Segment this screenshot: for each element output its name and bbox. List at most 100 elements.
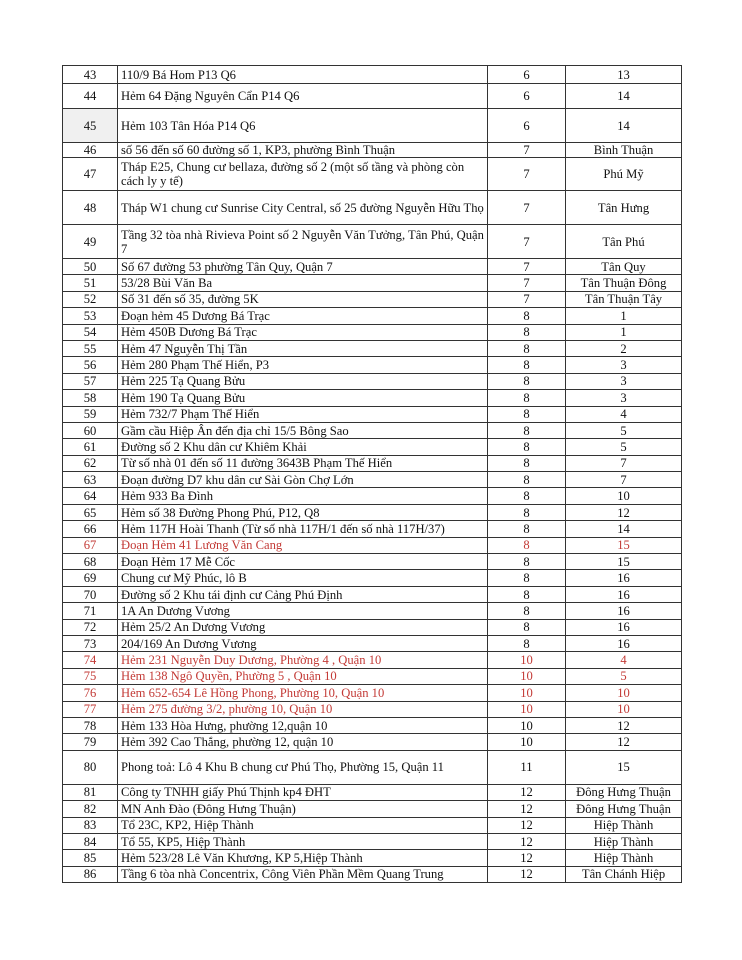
address-cell: Hẻm 25/2 An Dương Vương (117, 618, 488, 636)
table-row: 76 Hẻm 652-654 Lê Hồng Phong, Phường 10, … (62, 684, 682, 702)
row-number: 51 (62, 274, 118, 292)
ward-cell: 14 (565, 83, 682, 109)
address-cell: Hẻm 450B Dương Bá Trạc (117, 323, 488, 341)
district-cell: 11 (487, 749, 566, 785)
address-cell: Hẻm 732/7 Phạm Thế Hiển (117, 405, 488, 423)
address-cell: Tổ 23C, KP2, Hiệp Thành (117, 816, 488, 834)
district-cell: 7 (487, 290, 566, 309)
district-cell: 10 (487, 684, 566, 702)
address-cell: Hẻm 64 Đặng Nguyên Cẩn P14 Q6 (117, 83, 488, 109)
table-row: 75 Hẻm 138 Ngô Quyền, Phường 5 , Quận 10 1… (62, 667, 682, 686)
address-cell: Hẻm 275 đường 3/2, phường 10, Quận 10 (117, 700, 488, 718)
ward-cell: Hiệp Thành (565, 849, 682, 867)
table-row: 45 Hẻm 103 Tân Hóa P14 Q6 6 14 (62, 108, 682, 143)
ward-cell: 1 (565, 307, 682, 325)
district-cell: 8 (487, 553, 566, 571)
table-row: 81 Công ty TNHH giấy Phú Thịnh kp4 ĐHT 12 Đ… (62, 783, 682, 802)
address-cell: Chung cư Mỹ Phúc, lô B (117, 569, 488, 587)
row-number: 73 (62, 634, 118, 653)
row-number: 68 (62, 553, 118, 571)
ward-cell: 16 (565, 634, 682, 653)
row-number: 67 (62, 536, 118, 555)
district-cell: 10 (487, 700, 566, 718)
lockdown-locations-table: 43 110/9 Bá Hom P13 Q6 6 13 44 Hẻm 64 Đặng Ng… (62, 65, 682, 884)
row-number: 83 (62, 816, 118, 834)
table-row: 72 Hẻm 25/2 An Dương Vương 8 16 (62, 618, 682, 636)
district-cell: 8 (487, 585, 566, 604)
table-row: 79 Hẻm 392 Cao Thắng, phường 12, quận 10 1… (62, 733, 682, 751)
address-cell: Từ số nhà 01 đến số 11 đường 3643B Phạm … (117, 454, 488, 473)
ward-cell: 10 (565, 487, 682, 505)
district-cell: 7 (487, 157, 566, 191)
table-row: 64 Hẻm 933 Ba Đình 8 10 (62, 487, 682, 505)
ward-cell: 15 (565, 536, 682, 555)
row-number: 80 (62, 749, 118, 785)
address-cell: Tầng 32 tòa nhà Rivieva Point số 2 Nguyễ… (117, 224, 488, 259)
district-cell: 8 (487, 569, 566, 587)
district-cell: 8 (487, 421, 566, 440)
ward-cell: 15 (565, 749, 682, 785)
table-row: 70 Đường số 2 Khu tái định cư Cảng Phú Đị… (62, 585, 682, 604)
district-cell: 8 (487, 389, 566, 407)
ward-cell: 4 (565, 405, 682, 423)
table-row: 61 Đường số 2 Khu dân cư Khiêm Khải 8 5 (62, 438, 682, 456)
row-number: 54 (62, 323, 118, 341)
row-number: 77 (62, 700, 118, 718)
district-cell: 8 (487, 454, 566, 473)
table-row: 49 Tầng 32 tòa nhà Rivieva Point số 2 Ngu… (62, 224, 682, 259)
table-row: 71 1A An Dương Vương 8 16 (62, 602, 682, 620)
table-row: 86 Tầng 6 tòa nhà Concentrix, Công Viên P… (62, 865, 682, 884)
row-number: 47 (62, 157, 118, 191)
table-row: 78 Hẻm 133 Hòa Hưng, phường 12,quận 10 10 1… (62, 716, 682, 735)
district-cell: 12 (487, 816, 566, 834)
district-cell: 12 (487, 783, 566, 802)
ward-cell: Tân Thuận Tây (565, 290, 682, 309)
address-cell: Hẻm 231 Nguyễn Duy Dương, Phường 4 , Quậ… (117, 651, 488, 669)
ward-cell: 16 (565, 585, 682, 604)
district-cell: 8 (487, 307, 566, 325)
table-row: 77 Hẻm 275 đường 3/2, phường 10, Quận 10 1… (62, 700, 682, 718)
address-cell: Hẻm 933 Ba Đình (117, 487, 488, 505)
address-cell: Gầm cầu Hiệp Ân đến địa chỉ 15/5 Bông Sa… (117, 421, 488, 440)
district-cell: 12 (487, 849, 566, 867)
row-number: 49 (62, 224, 118, 259)
ward-cell: 10 (565, 700, 682, 718)
ward-cell: 16 (565, 602, 682, 620)
row-number: 53 (62, 307, 118, 325)
table-body: 43 110/9 Bá Hom P13 Q6 6 13 44 Hẻm 64 Đặng Ng… (62, 65, 682, 884)
table-row: 47 Tháp E25, Chung cư bellaza, đường số 2… (62, 157, 682, 191)
row-number: 60 (62, 421, 118, 440)
address-cell: Hẻm 523/28 Lê Văn Khương, KP 5,Hiệp Thàn… (117, 849, 488, 867)
ward-cell: Hiệp Thành (565, 832, 682, 851)
district-cell: 8 (487, 323, 566, 341)
ward-cell: 3 (565, 389, 682, 407)
district-cell: 8 (487, 339, 566, 358)
district-cell: 7 (487, 224, 566, 259)
address-cell: Đường số 2 Khu tái định cư Cảng Phú Định (117, 585, 488, 604)
row-number: 50 (62, 257, 118, 276)
table-row: 68 Đoạn Hẻm 17 Mễ Cốc 8 15 (62, 553, 682, 571)
district-cell: 8 (487, 356, 566, 374)
row-number: 44 (62, 83, 118, 109)
ward-cell: Bình Thuận (565, 142, 682, 158)
table-row: 83 Tổ 23C, KP2, Hiệp Thành 12 Hiệp Thành (62, 816, 682, 834)
table-row: 74 Hẻm 231 Nguyễn Duy Dương, Phường 4 , Q… (62, 651, 682, 669)
table-row: 82 MN Anh Đào (Đông Hưng Thuận) 12 Đông Hưn… (62, 800, 682, 818)
address-cell: số 56 đến số 60 đường số 1, KP3, phường … (117, 142, 488, 158)
district-cell: 12 (487, 865, 566, 884)
table-row: 80 Phong toả: Lô 4 Khu B chung cư Phú Thọ… (62, 749, 682, 785)
ward-cell: 7 (565, 471, 682, 489)
row-number: 61 (62, 438, 118, 456)
table-row: 52 Số 31 đến số 35, đường 5K 7 Tân Thuận Tâ… (62, 290, 682, 309)
table-row: 53 Đoạn hẻm 45 Dương Bá Trạc 8 1 (62, 307, 682, 325)
row-number: 74 (62, 651, 118, 669)
address-cell: Tổ 55, KP5, Hiệp Thành (117, 832, 488, 851)
table-row: 62 Từ số nhà 01 đến số 11 đường 3643B Phạ… (62, 454, 682, 473)
district-cell: 8 (487, 602, 566, 620)
district-cell: 8 (487, 536, 566, 555)
ward-cell: 5 (565, 667, 682, 686)
district-cell: 12 (487, 800, 566, 818)
ward-cell: 13 (565, 65, 682, 84)
address-cell: 110/9 Bá Hom P13 Q6 (117, 65, 488, 84)
address-cell: Đoạn Hẻm 41 Lương Văn Cang (117, 536, 488, 555)
